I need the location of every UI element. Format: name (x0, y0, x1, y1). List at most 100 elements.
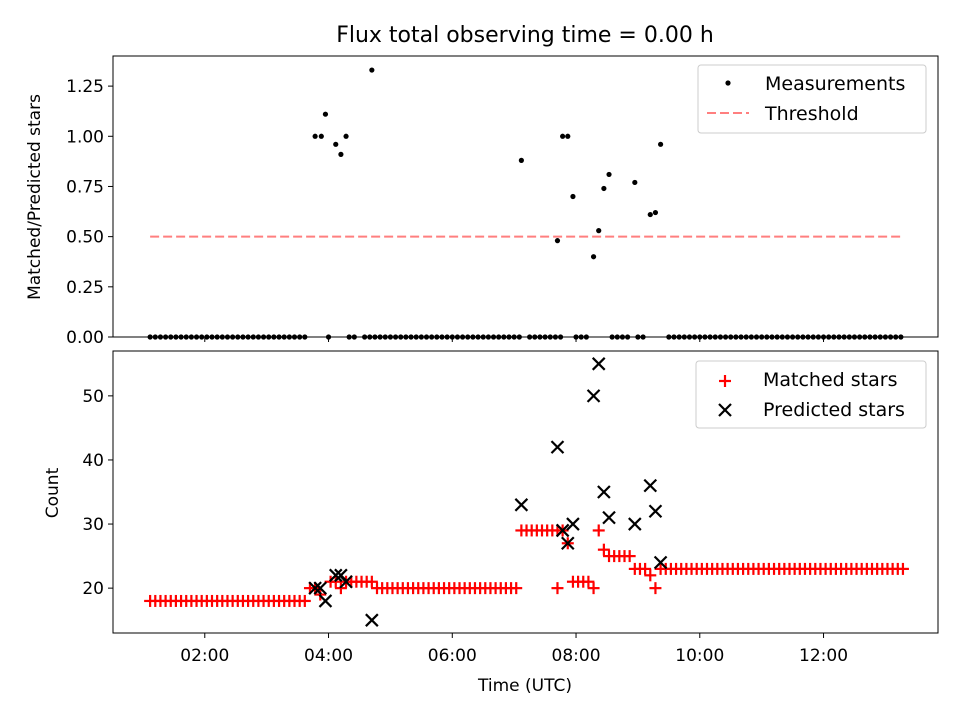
measurement-point (552, 334, 559, 340)
measurement-point (893, 334, 899, 340)
measurement-point (506, 334, 512, 340)
measurement-point (590, 254, 597, 260)
count-x-tick-label: 06:00 (428, 646, 477, 666)
measurement-point (204, 334, 210, 340)
predicted-stars-points (308, 357, 668, 627)
measurement-point (173, 334, 179, 340)
ratio-legend-box (697, 64, 927, 134)
measurement-point (872, 334, 878, 340)
measurement-point (286, 334, 292, 340)
measurement-point (157, 334, 164, 340)
measurement-point (779, 334, 785, 340)
measurement-point (606, 171, 612, 178)
predicted-legend-label: Predicted stars (763, 399, 905, 421)
matched-legend-marker (719, 375, 731, 387)
measurement-point (640, 334, 646, 340)
measurement-point (578, 334, 584, 340)
measurement-point (362, 334, 368, 340)
measurement-point (429, 334, 435, 340)
matched-star-marker (587, 582, 600, 595)
count-y-tick-label: 30 (82, 515, 104, 535)
measurement-point (199, 334, 205, 340)
measurement-point (302, 334, 308, 340)
predicted-star-marker (318, 594, 333, 608)
measurement-point (795, 334, 801, 340)
measurement-point (518, 157, 524, 163)
count-x-tick-label: 08:00 (552, 646, 601, 666)
measurement-point (596, 228, 602, 234)
measurement-point (260, 334, 267, 340)
measurement-point (439, 334, 445, 340)
measurement-point (382, 334, 388, 340)
predicted-star-marker (591, 357, 606, 371)
predicted-star-marker (313, 581, 328, 595)
measurement-point (560, 133, 566, 139)
measurement-point (831, 334, 837, 340)
ratio-plot-frame (112, 55, 939, 338)
count-y-tick-label: 20 (82, 579, 104, 599)
measurement-point (635, 334, 641, 340)
matched-star-marker (298, 594, 311, 607)
measurement-point (459, 334, 466, 340)
matched-star-marker (649, 582, 662, 595)
measurement-point (346, 334, 352, 340)
matched-star-marker (623, 550, 636, 563)
measurement-point (527, 334, 533, 340)
ratio-y-axis-label: Matched/Predicted stars (25, 94, 45, 300)
measurement-point (774, 334, 780, 340)
measurement-point (810, 334, 816, 340)
measurement-point (583, 334, 589, 340)
measurement-point (168, 334, 174, 340)
count-x-tick-label: 10:00 (675, 646, 724, 666)
matched-star-marker (582, 575, 595, 588)
measurement-point (692, 334, 698, 340)
measurement-point (733, 334, 739, 340)
measurement-point (351, 334, 357, 340)
measurement-point (686, 334, 693, 340)
measurement-point (820, 334, 827, 340)
measurement-point (372, 334, 378, 340)
measurement-point (841, 334, 847, 340)
measurement-point (769, 334, 775, 340)
count-x-tick-label: 12:00 (799, 646, 848, 666)
measurement-point (557, 334, 564, 340)
measurement-point (743, 334, 749, 340)
ratio-y-tick-label: 0.75 (66, 177, 104, 197)
count-y-tick-label: 50 (82, 387, 104, 407)
measurement-point (369, 67, 375, 73)
measurement-point (867, 334, 873, 340)
measurement-point (444, 334, 450, 340)
matched-star-marker (510, 582, 523, 595)
measurement-point (403, 334, 409, 340)
measurement-point (224, 334, 231, 340)
measurement-point (245, 334, 251, 340)
measurement-point (862, 334, 868, 340)
matched-legend-label: Matched stars (763, 369, 897, 391)
measurement-point (624, 334, 631, 340)
ratio-y-tick-label: 0.00 (66, 328, 104, 348)
matched-stars-points (144, 524, 909, 607)
measurement-point (240, 334, 246, 340)
measurement-point (800, 334, 806, 340)
measurement-point (387, 334, 394, 340)
measurement-point (702, 334, 708, 340)
measurement-point (877, 334, 883, 340)
measurement-point (898, 334, 904, 340)
measurement-point (717, 334, 724, 340)
measurement-point (312, 133, 318, 139)
measurement-point (408, 334, 414, 340)
predicted-star-marker (628, 517, 642, 531)
measurement-point (722, 334, 729, 340)
measurement-point (318, 133, 324, 139)
measurement-point (609, 334, 615, 340)
measurement-point (183, 334, 189, 340)
matched-star-marker (365, 575, 378, 588)
measurement-point (532, 334, 538, 340)
measurement-point (542, 334, 548, 340)
ratio-panel: 0.00 0.25 0.50 0.75 1.00 1.25 Matched/Predict… (25, 55, 939, 348)
measurements-legend-marker (725, 80, 731, 86)
measurement-point (857, 334, 863, 340)
matched-star-marker (603, 550, 616, 563)
measurement-point (475, 334, 481, 340)
